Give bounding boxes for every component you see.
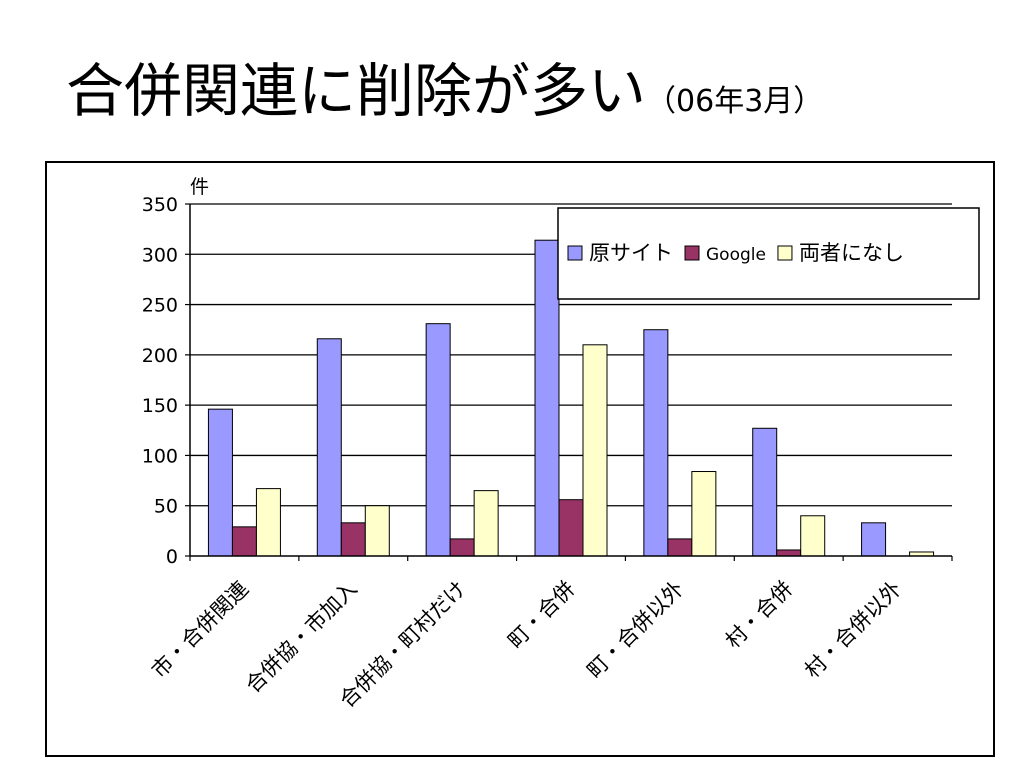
y-tick-label: 150: [142, 395, 178, 417]
x-category-label: 町・合併以外: [582, 577, 688, 683]
bar: [255, 488, 281, 557]
legend-box: [557, 207, 980, 300]
slide-title-main: 合併関連に削除が多い: [66, 57, 647, 125]
axes: [185, 203, 953, 561]
legend: 原サイト Google 両者になし: [557, 207, 980, 300]
x-category-label: 村・合併: [721, 577, 797, 653]
bar: [473, 490, 499, 557]
bar: [800, 515, 826, 557]
legend-label: Google: [706, 245, 766, 265]
legend-items: 原サイト Google 両者になし: [567, 241, 904, 265]
y-tick-labels: 0 50 100 150 200 250 300 350: [142, 194, 178, 568]
bar: [364, 505, 390, 557]
legend-swatch: [777, 245, 793, 261]
bar: [449, 538, 475, 557]
y-tick-label: 300: [142, 244, 178, 266]
y-tick-label: 100: [142, 445, 178, 467]
legend-label: 原サイト: [589, 241, 673, 265]
bar: [582, 344, 608, 557]
bar: [691, 471, 717, 557]
x-category-label: 市・合併関連: [147, 577, 253, 683]
legend-swatch: [567, 245, 583, 261]
y-tick-label: 250: [142, 295, 178, 317]
bar: [752, 427, 778, 557]
y-tick-label: 0: [166, 546, 178, 568]
bars: [207, 239, 935, 557]
y-tick-label: 50: [154, 496, 178, 518]
y-tick-label: 350: [142, 194, 178, 216]
bar: [534, 239, 560, 557]
bar: [643, 329, 669, 557]
bar: [776, 549, 802, 557]
x-category-label: 村・合併以外: [800, 577, 906, 683]
x-category-label: 町・合併: [503, 577, 579, 653]
slide-title-date: （06年3月）: [646, 84, 824, 119]
bar: [558, 499, 584, 557]
legend-label: 両者になし: [799, 241, 904, 265]
y-axis-label: 件: [190, 176, 209, 198]
bar: [861, 522, 887, 557]
slide-title: 合併関連に削除が多い（06年3月）: [66, 62, 823, 120]
bar: [425, 323, 451, 557]
x-category-label: 合併協・市加入: [241, 577, 362, 698]
bar: [340, 522, 366, 557]
bar: [207, 408, 233, 557]
bar: [316, 338, 342, 557]
legend-swatch: [684, 245, 700, 261]
bar: [667, 538, 693, 557]
bar: [231, 526, 257, 557]
y-tick-label: 200: [142, 345, 178, 367]
